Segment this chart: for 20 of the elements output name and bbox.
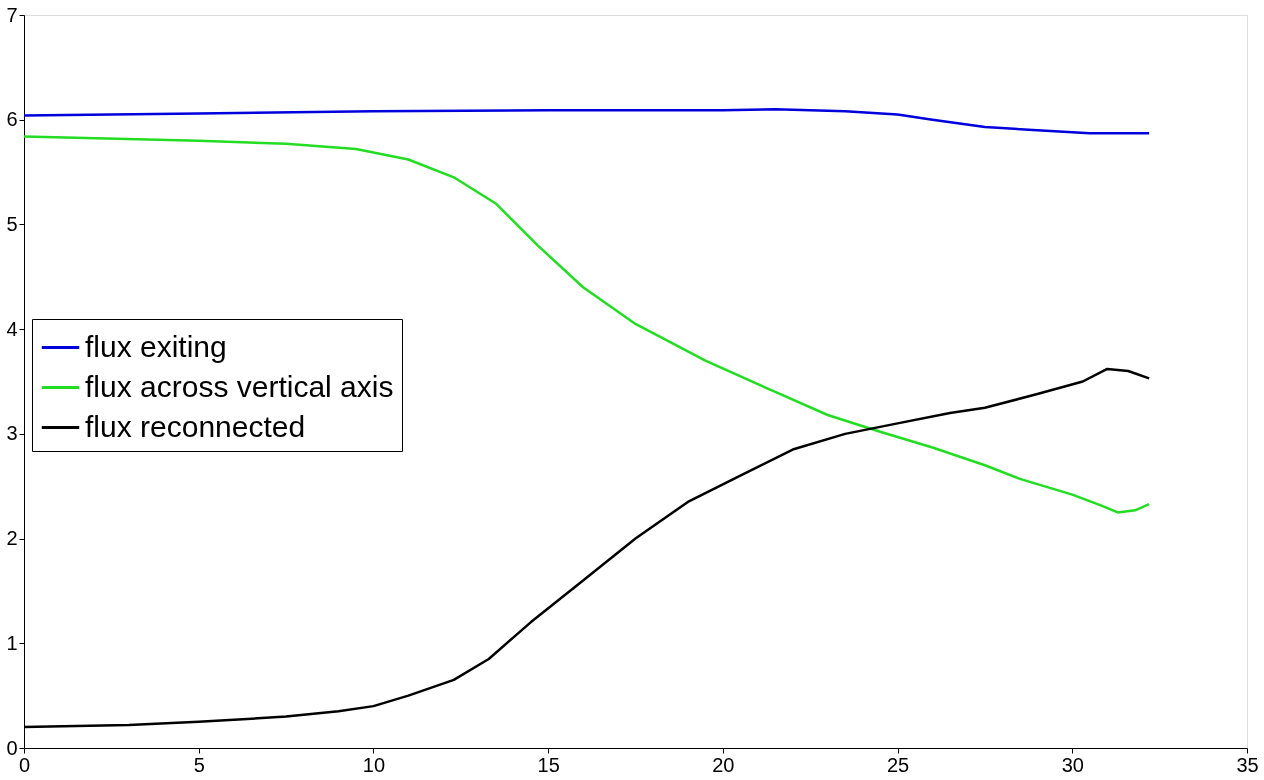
x-tick-label: 30	[1061, 753, 1084, 776]
y-tick-label: 6	[6, 108, 18, 131]
y-tick-label: 5	[6, 212, 18, 235]
x-tick-label: 20	[712, 753, 735, 776]
y-tick-label: 1	[6, 631, 18, 654]
x-tick-label: 15	[537, 753, 560, 776]
line-series	[22, 135, 1151, 514]
y-tick-label: 4	[6, 317, 18, 340]
x-tick-label: 25	[886, 753, 910, 776]
y-tick-label: 7	[6, 3, 18, 26]
x-tick-label: 5	[193, 753, 205, 776]
line-series	[22, 107, 1151, 135]
y-tick-label: 2	[6, 527, 18, 550]
x-tick-label: 10	[362, 753, 386, 776]
legend-label: flux across vertical axis	[85, 369, 394, 403]
legend-label: flux exiting	[85, 329, 227, 363]
x-tick-label: 35	[1236, 753, 1259, 776]
y-tick-label: 0	[6, 736, 18, 759]
y-tick-label: 3	[6, 422, 18, 445]
legend-label: flux reconnected	[85, 409, 306, 443]
